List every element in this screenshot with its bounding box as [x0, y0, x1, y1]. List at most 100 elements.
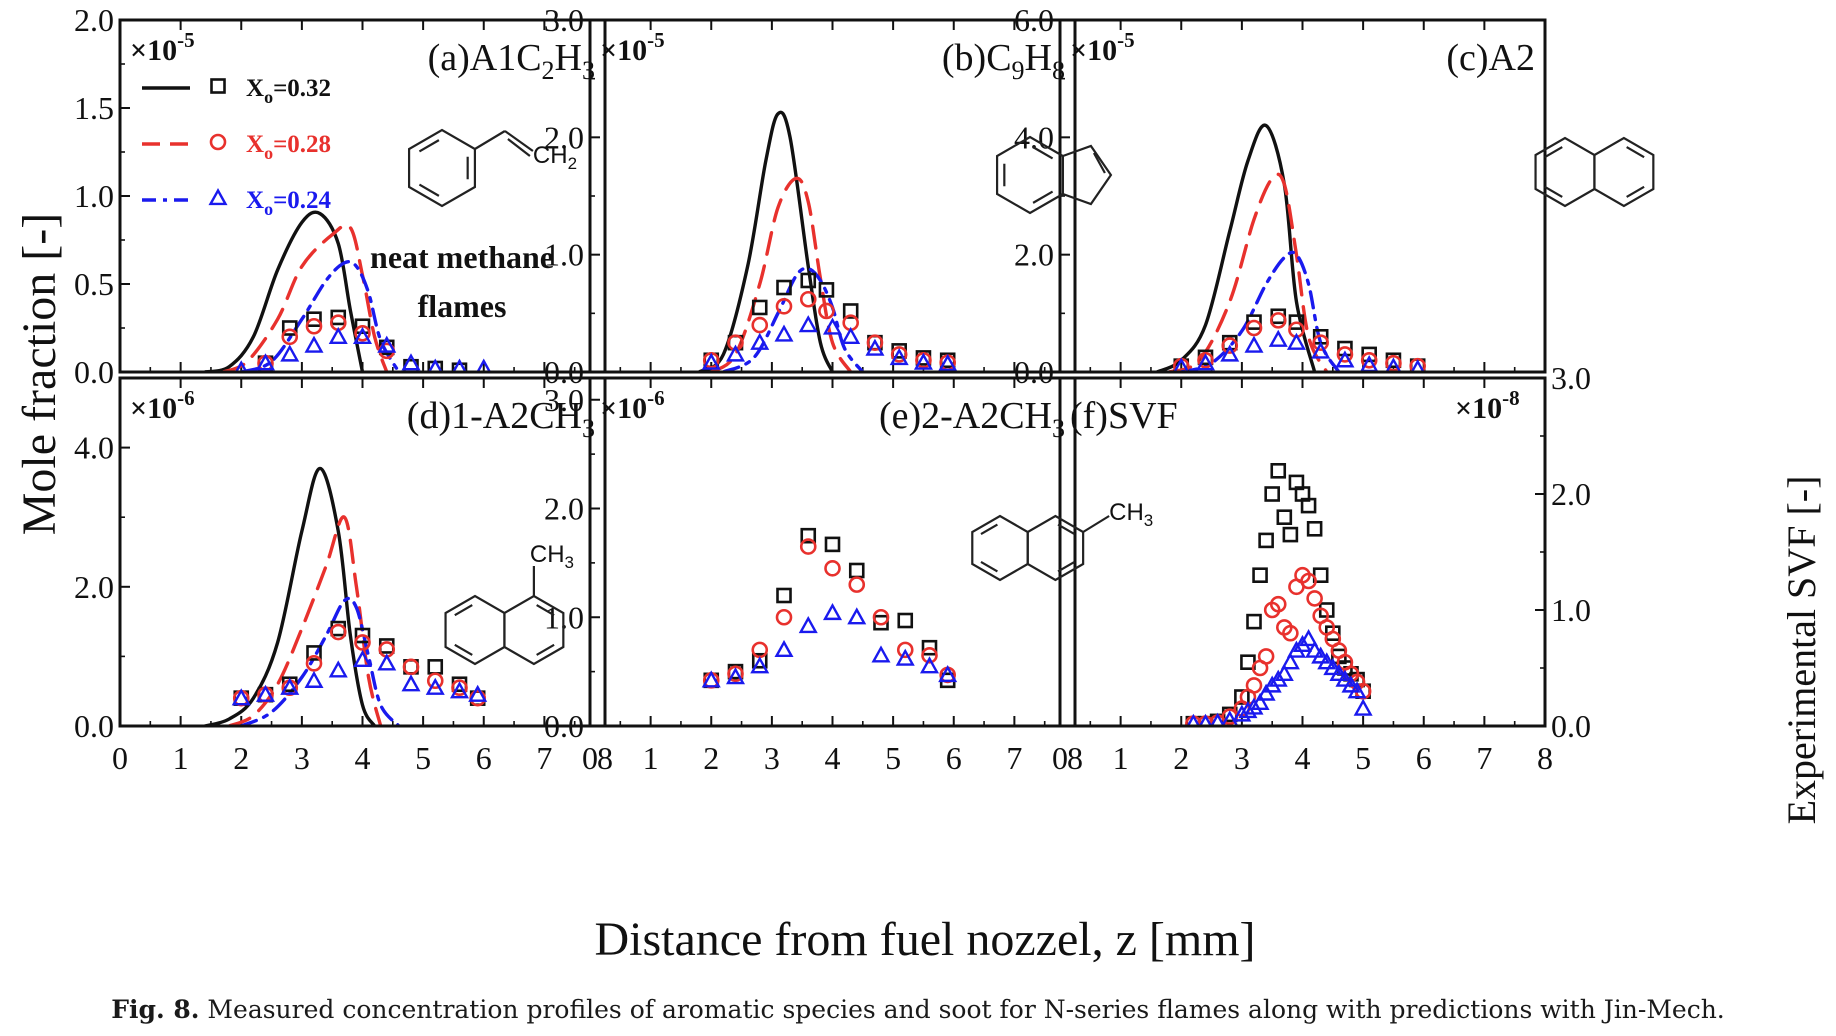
data-point-square	[1252, 567, 1268, 584]
multiplier-exp: -8	[1502, 386, 1520, 410]
data-layer	[1156, 123, 1426, 371]
data-point-circle	[1269, 595, 1287, 613]
double-bond	[1057, 561, 1075, 573]
data-point-triangle	[1347, 681, 1367, 699]
y-tick-label: 2.0	[1014, 237, 1054, 273]
legend-label-value: =0.24	[273, 187, 331, 214]
model-line-solid	[1156, 123, 1316, 371]
data-point-triangle	[1411, 359, 1425, 371]
data-point-triangle	[468, 684, 488, 702]
x-tick-label: 7	[536, 740, 552, 776]
multiplier-exp: -6	[177, 386, 195, 410]
data-point-circle	[329, 623, 347, 641]
data-point-triangle	[280, 344, 300, 362]
data-point-triangle	[352, 649, 373, 668]
y-tick-label: 0.0	[1014, 354, 1054, 390]
data-point-square	[1361, 346, 1377, 363]
data-point-square	[1300, 497, 1317, 514]
double-bond	[1032, 146, 1054, 160]
data-point-triangle	[913, 352, 933, 370]
data-point-triangle	[401, 353, 421, 371]
data-point-square	[281, 320, 298, 336]
legend-label-sub: o	[264, 87, 273, 107]
y-tick-label: 0.0	[74, 354, 114, 390]
data-point-circle	[1336, 346, 1354, 363]
multiplier-label: ×10-6	[130, 386, 195, 425]
double-bond	[536, 643, 555, 656]
legend-label-part: X	[246, 187, 264, 214]
x-tick-label: 7	[1006, 740, 1022, 776]
data-layer	[204, 210, 491, 371]
five-ring	[1062, 144, 1113, 206]
double-bond	[418, 139, 440, 153]
multiplier-label: ×10-5	[130, 28, 195, 67]
legend-label: Xo=0.28	[246, 131, 331, 163]
data-point-circle	[866, 334, 884, 351]
y-tick-label: 0.0	[544, 354, 584, 390]
data-point-square	[751, 299, 768, 316]
data-point-circle	[305, 317, 323, 335]
data-point-triangle	[1199, 713, 1212, 725]
data-point-triangle	[1335, 350, 1355, 368]
x-tick-label: 0	[112, 740, 128, 776]
data-point-circle	[872, 608, 890, 626]
data-point-square	[1270, 462, 1287, 479]
double-bond	[1544, 185, 1563, 198]
data-point-triangle	[1335, 669, 1355, 687]
y-tick-label: 6.0	[1014, 2, 1054, 38]
data-point-circle	[1221, 337, 1239, 354]
y-tick-label: 0.0	[74, 708, 114, 744]
y-tick-label: 3.0	[1551, 360, 1591, 396]
data-point-square	[897, 612, 914, 629]
data-point-square	[751, 652, 768, 669]
data-point-triangle	[1173, 357, 1189, 371]
data-point-triangle	[938, 664, 958, 683]
data-point-triangle	[428, 358, 442, 371]
title-part: (f)SVF	[1070, 395, 1178, 437]
data-point-triangle	[919, 656, 940, 674]
multiplier-base: ×10	[1070, 34, 1117, 67]
data-point-square	[1282, 526, 1299, 543]
y-tick-label: 3.0	[544, 382, 584, 418]
data-point-triangle	[377, 335, 397, 353]
y-axis-label: Mole fraction [-]	[13, 213, 66, 536]
legend-marker-triangle	[208, 188, 228, 206]
double-bond	[980, 523, 998, 535]
multiplier-label: ×10-5	[1070, 28, 1135, 67]
data-point-triangle	[1244, 335, 1264, 353]
data-point-square	[1246, 613, 1262, 630]
legend-label: Xo=0.24	[246, 187, 332, 219]
legend-label-sub: o	[264, 143, 273, 163]
legend-label: Xo=0.32	[246, 75, 331, 107]
data-point-square	[848, 562, 865, 579]
x-axis-label: Distance from fuel nozzel, z [mm]	[594, 913, 1255, 966]
data-point-circle	[921, 647, 938, 664]
double-bond	[1544, 146, 1563, 159]
data-point-circle	[799, 538, 817, 555]
panel-title: (f)SVF	[1070, 395, 1178, 437]
data-point-triangle	[1286, 332, 1306, 350]
double-bond	[1626, 185, 1645, 198]
data-point-triangle	[1256, 683, 1276, 701]
y-tick-label: 2.0	[544, 491, 584, 527]
multiplier-base: ×10	[600, 34, 647, 67]
y-tick-label: 2.0	[1551, 476, 1591, 512]
data-point-triangle	[304, 335, 324, 353]
model-line-dashdot	[240, 259, 400, 371]
structure-label: CH3	[530, 541, 574, 572]
naphthalene-ring-icon	[444, 594, 506, 666]
structure-label-part: CH	[533, 142, 568, 169]
data-point-triangle	[452, 358, 467, 371]
y-tick-label: 1.0	[74, 178, 114, 214]
figure-canvas: 0.00.51.01.52.0×10-5 (a)A1C2H30.01.02.03.…	[13, 2, 1824, 966]
structure-label-sub: 3	[1144, 511, 1153, 530]
data-point-triangle	[477, 358, 491, 371]
data-point-triangle	[304, 670, 324, 688]
caption-text: Measured concentration profiles of aroma…	[207, 995, 1725, 1024]
x-tick-label: 6	[1416, 740, 1432, 776]
data-point-triangle	[1323, 658, 1343, 676]
title-part: (a)A1C	[428, 37, 542, 79]
y-tick-label: 2.0	[544, 119, 584, 155]
data-point-square	[1258, 532, 1274, 549]
